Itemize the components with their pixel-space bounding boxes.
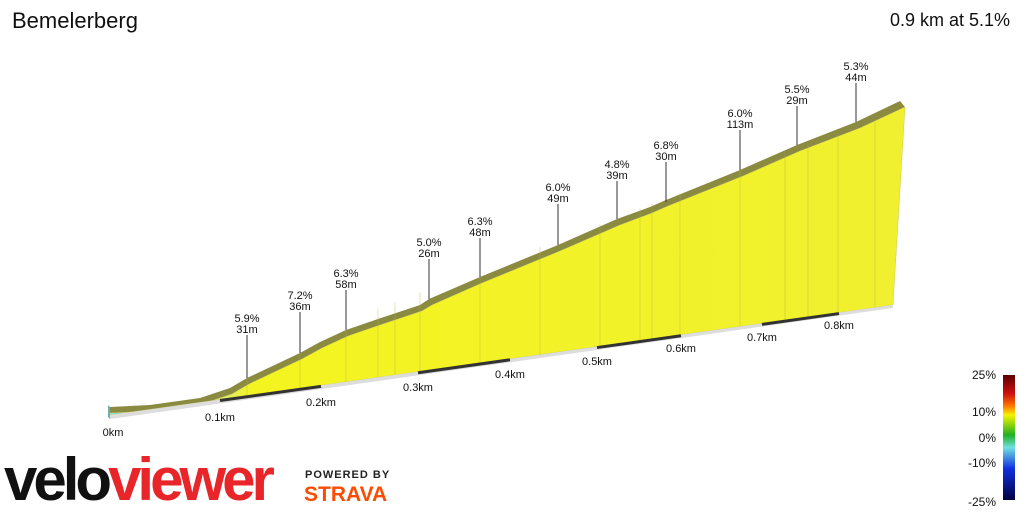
distance-label: 0.2km [306,397,336,409]
distance-band [596,334,682,350]
legend-label: 10% [972,405,996,419]
annotation-length: 29m [786,95,807,107]
annotation-length: 31m [236,324,257,336]
annotation-grade: 5.5% [784,84,809,96]
annotation-length: 49m [547,193,568,205]
strava: STRAVA [304,483,387,506]
legend-label: 25% [972,368,996,382]
annotation-length: 44m [845,72,866,84]
powered-by: POWERED BY [305,469,390,481]
annotation-grade: 5.9% [234,313,259,325]
legend-bar [1003,375,1015,500]
annotation-grade: 6.3% [333,268,358,280]
distance-label: 0km [103,427,124,439]
annotation-grade: 5.3% [843,61,868,73]
distance-label: 0.4km [495,369,525,381]
distance-label: 0.7km [747,332,777,344]
annotation-grade: 5.0% [416,237,441,249]
annotation-grade: 6.8% [653,140,678,152]
distance-label: 0.1km [205,412,235,424]
annotation-length: 26m [418,248,439,260]
logo: veloviewer [4,446,275,512]
annotation-length: 113m [727,119,754,131]
annotation-length: 48m [469,227,490,239]
annotation-grade: 6.0% [545,182,570,194]
annotation-grade: 6.3% [467,216,492,228]
profile-end [108,405,110,419]
annotation-length: 30m [655,151,676,163]
annotation-length: 36m [289,301,310,313]
summary: 0.9 km at 5.1% [890,10,1010,30]
distance-label: 0.5km [582,356,612,368]
annotation-length: 39m [606,170,627,182]
distance-band [761,312,840,326]
title: Bemelerberg [12,8,138,33]
annotation-grade: 4.8% [604,159,629,171]
distance-label: 0.3km [403,382,433,394]
legend-label: 0% [979,431,997,445]
legend-label: -10% [968,456,996,470]
annotation-length: 58m [335,279,356,291]
distance-band [417,358,511,375]
distance-label: 0.6km [666,343,696,355]
annotation-grade: 6.0% [727,108,752,120]
legend-label: -25% [968,495,996,509]
distance-band [219,384,322,403]
distance-label: 0.8km [824,320,854,332]
annotation-grade: 7.2% [287,290,312,302]
